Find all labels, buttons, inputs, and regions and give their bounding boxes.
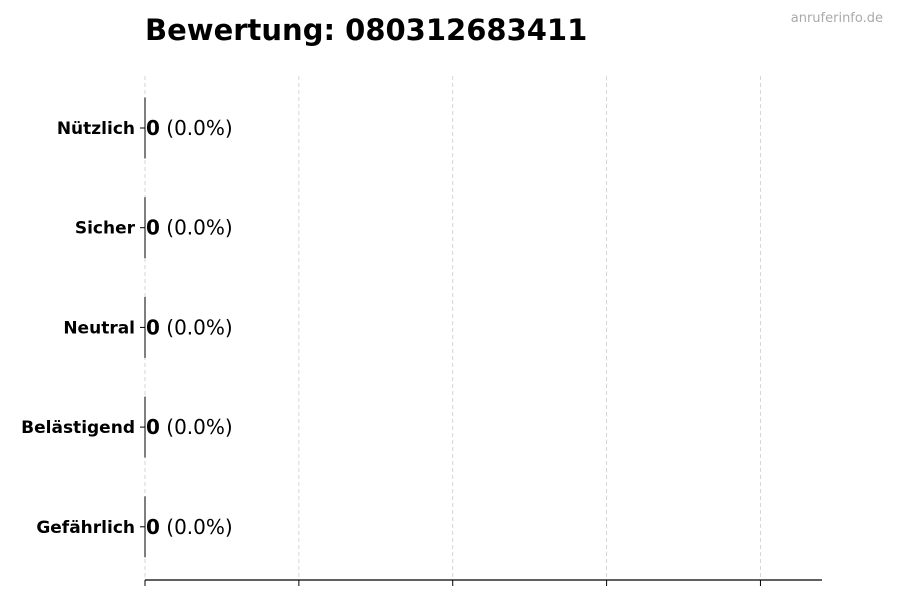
data-label: 0 (0.0%)	[146, 515, 233, 539]
data-label: 0 (0.0%)	[146, 216, 233, 240]
category-label: Sicher	[75, 219, 136, 239]
watermark: anruferinfo.de	[791, 11, 883, 26]
percent-label: (0.0%)	[160, 116, 233, 140]
percent-label: (0.0%)	[160, 515, 233, 539]
data-label: 0 (0.0%)	[146, 415, 233, 439]
category-label: Nützlich	[57, 119, 135, 139]
percent-label: (0.0%)	[160, 315, 233, 339]
count-label: 0	[146, 415, 160, 439]
count-label: 0	[146, 216, 160, 240]
count-label: 0	[146, 315, 160, 339]
category-label: Belästigend	[21, 418, 135, 438]
percent-label: (0.0%)	[160, 415, 233, 439]
count-label: 0	[146, 116, 160, 140]
percent-label: (0.0%)	[160, 216, 233, 240]
data-label: 0 (0.0%)	[146, 116, 233, 140]
category-label: Gefährlich	[36, 518, 135, 538]
chart-title: Bewertung: 080312683411	[145, 13, 587, 47]
category-label: Neutral	[63, 318, 135, 338]
data-label: 0 (0.0%)	[146, 315, 233, 339]
count-label: 0	[146, 515, 160, 539]
